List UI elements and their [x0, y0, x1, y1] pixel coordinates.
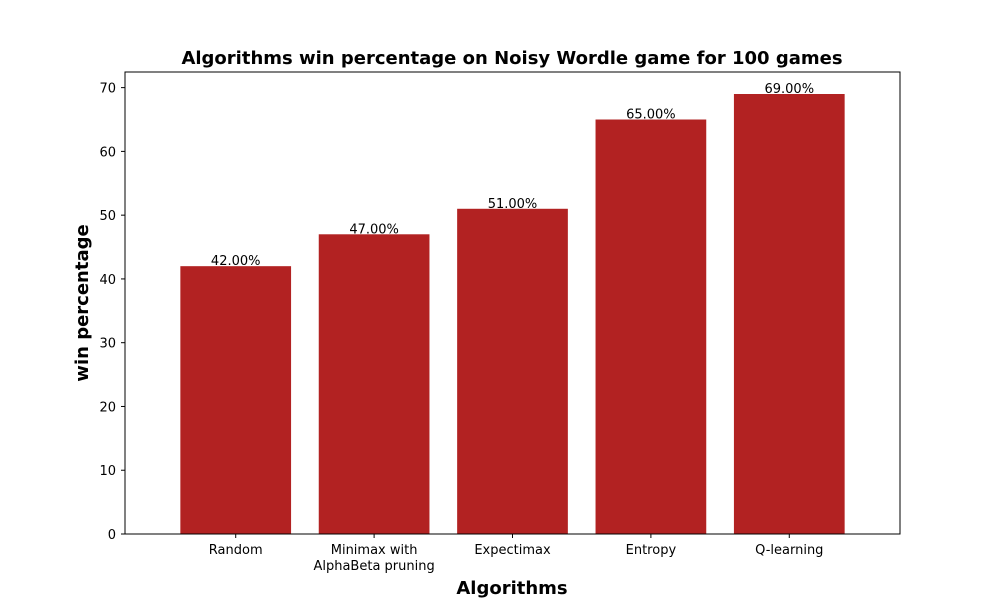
x-tick-label: Entropy: [626, 543, 677, 558]
bar: [457, 208, 568, 535]
data-label: 42.00%: [211, 254, 261, 269]
x-tick-label: Q-learning: [755, 543, 823, 558]
y-tick-label: 10: [99, 464, 116, 479]
chart-title: Algorithms win percentage on Noisy Wordl…: [181, 48, 842, 69]
y-tick-label: 0: [108, 528, 116, 543]
data-label: 51.00%: [488, 197, 538, 212]
y-tick-label: 40: [99, 273, 116, 288]
x-axis: Random Minimax with AlphaBeta pruning Expec…: [209, 534, 823, 574]
data-label: 65.00%: [626, 108, 676, 123]
x-tick-label: Random: [209, 543, 263, 558]
bar: [318, 234, 430, 534]
y-tick-label: 20: [99, 400, 116, 415]
data-label: 69.00%: [764, 82, 814, 97]
y-tick-label: 60: [99, 145, 116, 160]
x-tick-label: Minimax with AlphaBeta pruning: [313, 543, 434, 574]
y-axis: 0 10 20 30 40 50 60 70: [99, 82, 125, 543]
y-tick-label: 50: [99, 209, 116, 224]
bar: [180, 266, 292, 534]
x-axis-label: Algorithms: [456, 578, 567, 599]
data-labels-group: 42.00% 47.00% 51.00% 65.00% 69.00%: [211, 82, 814, 269]
y-axis-label: win percentage: [72, 224, 93, 381]
bar: [595, 119, 707, 534]
y-tick-label: 70: [99, 82, 116, 97]
data-label: 47.00%: [349, 222, 399, 237]
x-tick-label: Expectimax: [474, 543, 551, 558]
bars-group: [180, 94, 845, 535]
bar: [733, 94, 845, 534]
plot-frame: [124, 71, 901, 535]
y-tick-label: 30: [99, 337, 116, 352]
